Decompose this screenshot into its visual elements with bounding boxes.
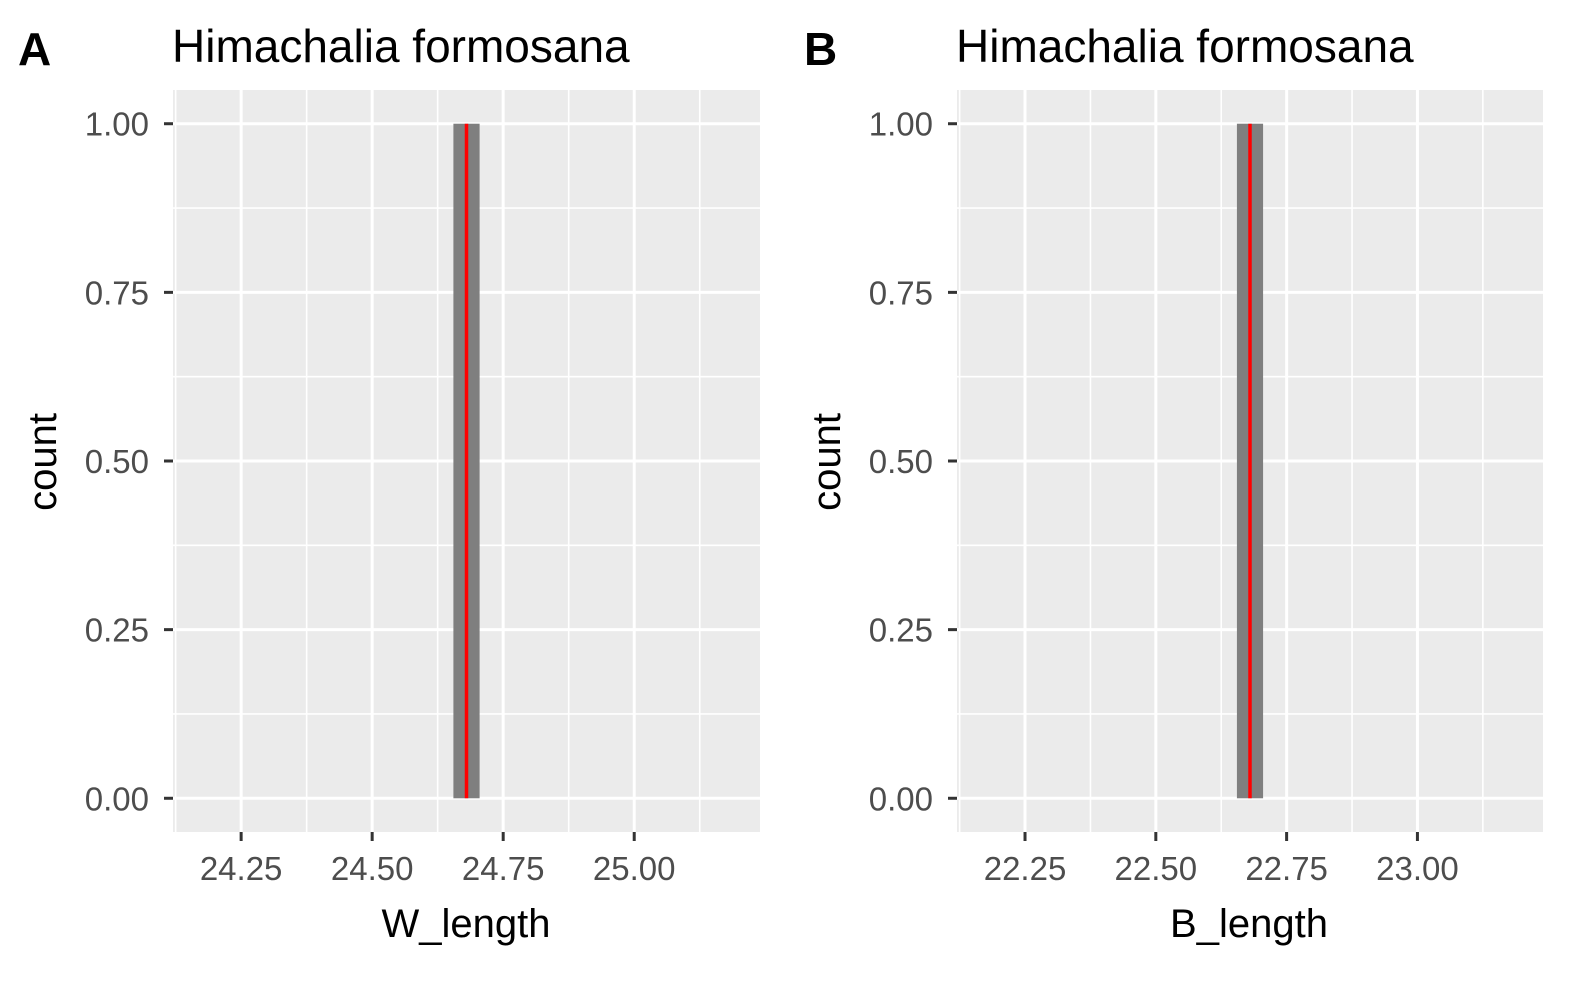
panel-b-title: Himachalia formosana (956, 20, 1414, 72)
panel-a-x-axis-title: W_length (382, 902, 551, 946)
panel-a-x-axis: 24.25 24.50 24.75 25.00 (200, 832, 676, 887)
panel-b-y-tick-label: 0.00 (869, 780, 933, 817)
panel-b-tag: B (804, 23, 837, 75)
panel-a-title: Himachalia formosana (172, 20, 630, 72)
panel-a-y-axis: 0.00 0.25 0.50 0.75 1.00 (85, 106, 173, 817)
panel-b-x-tick-label: 22.50 (1115, 850, 1198, 887)
panel-b-x-tick-label: 22.75 (1245, 850, 1328, 887)
panel-b-x-axis-title: B_length (1170, 902, 1328, 946)
panel-b-x-tick-label: 22.25 (984, 850, 1067, 887)
panel-a-x-tick-label: 24.50 (331, 850, 414, 887)
panel-b-y-axis: 0.00 0.25 0.50 0.75 1.00 (869, 106, 957, 817)
panel-a-tag: A (18, 23, 51, 75)
panel-a-y-tick-label: 0.50 (85, 443, 149, 480)
panel-b-x-tick-label: 23.00 (1376, 850, 1459, 887)
panel-b-y-axis-title: count (805, 413, 849, 511)
panel-a-y-tick-label: 1.00 (85, 106, 149, 143)
panel-a-y-tick-label: 0.00 (85, 780, 149, 817)
panel-a-x-tick-label: 24.25 (200, 850, 283, 887)
panel-a-y-tick-label: 0.25 (85, 612, 149, 649)
panel-a-x-tick-label: 24.75 (462, 850, 545, 887)
panel-b-x-axis: 22.25 22.50 22.75 23.00 (984, 832, 1459, 887)
panel-b-y-tick-label: 1.00 (869, 106, 933, 143)
panel-b-y-tick-label: 0.75 (869, 274, 933, 311)
panel-a-x-tick-label: 25.00 (593, 850, 676, 887)
panel-b: B Himachalia formosana 0.00 0.25 0.50 0.75 1… (804, 20, 1543, 946)
panel-a: A Himachalia formosana 0.00 0.25 0.50 0.75 1… (18, 20, 760, 946)
panel-a-y-axis-title: count (21, 413, 65, 511)
panel-b-y-tick-label: 0.25 (869, 612, 933, 649)
panel-a-y-tick-label: 0.75 (85, 274, 149, 311)
panel-b-y-tick-label: 0.50 (869, 443, 933, 480)
